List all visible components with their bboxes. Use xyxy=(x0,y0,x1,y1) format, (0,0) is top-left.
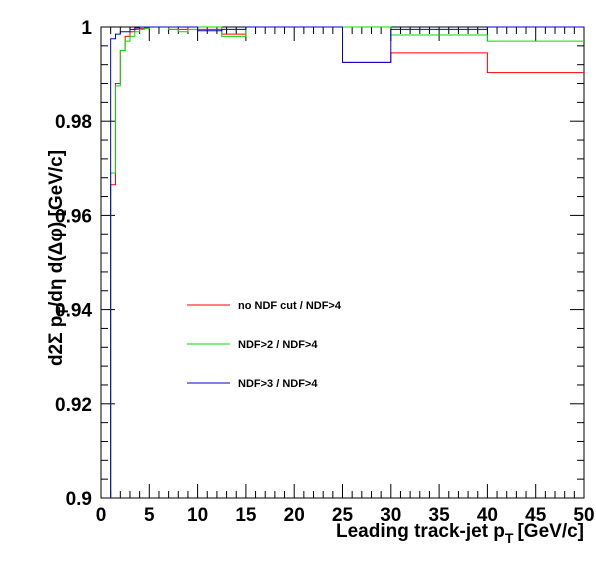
series-line-0 xyxy=(110,26,584,498)
x-tick-label: 50 xyxy=(573,505,594,526)
legend-label: NDF>2 / NDF>4 xyxy=(238,339,318,351)
x-tick-label: 5 xyxy=(144,505,155,526)
legend: no NDF cut / NDF>4 NDF>2 / NDF>4 NDF>3 / N… xyxy=(187,300,342,390)
series-line-2 xyxy=(110,26,584,498)
x-tick-label: 45 xyxy=(525,505,547,526)
y-tick-label: 0.96 xyxy=(55,206,92,227)
plot-frame xyxy=(100,26,585,499)
axes: 0 5 10 15 20 25 30 35 40 45 50 0.9 0.92 0.94 0.96 0.98 1 xyxy=(55,18,595,526)
x-axis-title: Leading track-jet pT [GeV/c] xyxy=(336,521,584,546)
series-group xyxy=(110,26,584,498)
x-tick-label: 0 xyxy=(96,505,107,526)
x-tick-label: 10 xyxy=(187,505,208,526)
y-tick-label: 0.92 xyxy=(55,395,92,416)
y-axis-title: d2Σ pT/dη d(Δφ) [GeV/c] xyxy=(46,150,71,366)
y-tick-label: 0.94 xyxy=(55,301,92,322)
y-tick-label: 0.9 xyxy=(66,489,92,510)
x-tick-label: 15 xyxy=(235,505,257,526)
y-tick-label: 0.98 xyxy=(55,112,92,133)
x-tick-label: 40 xyxy=(477,505,498,526)
legend-label: NDF>3 / NDF>4 xyxy=(238,378,318,390)
x-tick-label: 35 xyxy=(429,505,451,526)
x-tick-label: 30 xyxy=(380,505,401,526)
series-line-1 xyxy=(110,26,584,498)
y-tick-label: 1 xyxy=(81,18,92,39)
x-tick-label: 20 xyxy=(284,505,305,526)
x-tick-label: 25 xyxy=(332,505,354,526)
legend-label: no NDF cut / NDF>4 xyxy=(238,300,342,312)
